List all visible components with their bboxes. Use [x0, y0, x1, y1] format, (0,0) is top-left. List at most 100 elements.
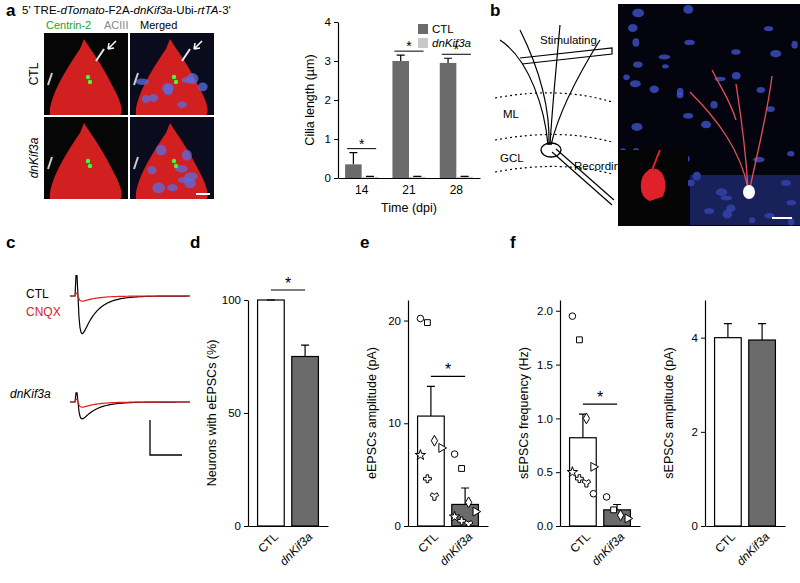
data-point — [439, 443, 447, 452]
y-tick: 4 — [325, 16, 338, 28]
x-tick-label: CTL — [415, 529, 441, 555]
y-axis-line — [338, 23, 339, 179]
decor-cilium — [48, 73, 52, 85]
centriole — [88, 80, 92, 84]
y-tick: 0.5 — [537, 466, 560, 478]
data-point — [625, 514, 633, 523]
dendrite — [736, 84, 748, 188]
data-point — [583, 413, 589, 424]
x-axis-line — [409, 526, 489, 527]
data-point — [567, 467, 577, 477]
x-axis-line — [561, 526, 641, 527]
error-bar — [301, 345, 309, 356]
nucleus — [167, 184, 177, 191]
gcl-band — [690, 175, 800, 225]
chart: 01234142128Cilia length (µm)Time (dpi)**… — [303, 16, 481, 215]
panel-letter: d — [190, 233, 200, 252]
schematic-label: GCL — [500, 152, 524, 164]
significance-label: * — [406, 38, 412, 54]
recording-pipette — [556, 149, 614, 200]
nucleus — [182, 150, 192, 161]
y-tick: 0 — [325, 172, 338, 184]
legend-swatch — [418, 38, 428, 48]
soma — [50, 123, 122, 199]
inset-soma — [642, 150, 665, 200]
y-tick-mark — [334, 22, 338, 23]
nucleus — [142, 95, 150, 103]
y-tick-mark — [404, 526, 408, 527]
y-axis-title: Neurons with eEPSCs (%) — [205, 340, 219, 487]
marks — [258, 300, 319, 526]
nucleus — [632, 9, 644, 18]
cilium — [182, 49, 190, 61]
y-tick-label: 2 — [692, 426, 698, 438]
y-tick: 2 — [325, 94, 338, 106]
micrograph — [130, 33, 214, 115]
y-tick-label: 50 — [228, 407, 241, 419]
error-bar — [461, 176, 469, 178]
nucleus — [753, 157, 765, 163]
y-tick-label: 3 — [325, 55, 331, 67]
data-point — [430, 493, 439, 500]
y-tick-mark — [556, 472, 560, 473]
nucleus — [630, 80, 641, 87]
y-axis: 01020 — [388, 301, 408, 533]
nucleus — [162, 83, 174, 93]
significance-label: * — [285, 275, 291, 292]
figure-svg: abcdef5' TRE-dTomato-F2A-dnKif3a-Ubi-rtT… — [0, 0, 800, 583]
data-point — [569, 313, 576, 320]
construct-part: -3' — [218, 4, 230, 16]
y-tick-label: 2.0 — [537, 305, 553, 317]
nucleus — [633, 61, 643, 67]
traces: CTLCNQXdnKif3a — [10, 276, 190, 455]
nucleus — [178, 177, 192, 183]
figure: abcdef5' TRE-dTomato-F2A-dnKif3a-Ubi-rtT… — [0, 0, 800, 583]
y-tick-label: 0 — [235, 520, 241, 532]
y-axis-line — [705, 301, 706, 527]
trace-dnkif3a — [70, 393, 190, 419]
data-point — [590, 490, 597, 497]
construct-label: 5' TRE-dTomato-F2A-dnKif3a-Ubi-rtTA-3' — [22, 4, 231, 16]
scale-bar — [196, 193, 210, 195]
y-axis-line — [560, 301, 561, 527]
error-bar — [349, 153, 357, 165]
chart: 01020CTLdnKif3aeEPSCs amplitude (pA)* — [365, 301, 489, 569]
data-point — [415, 450, 425, 460]
centriole — [172, 75, 176, 79]
x-tick-label: CTL — [255, 529, 281, 555]
trace-ctl — [70, 276, 190, 334]
error-bar — [427, 386, 435, 416]
legend: CTLdnKif3a — [418, 23, 471, 49]
marks — [415, 315, 481, 526]
construct-part: dnKif3a — [134, 4, 173, 16]
micrograph — [44, 33, 128, 115]
y-tick: 20 — [388, 315, 408, 327]
y-tick-label: 0 — [395, 520, 401, 532]
x-axis: 142128 — [339, 179, 481, 198]
bar — [258, 300, 285, 526]
decor-cilium — [134, 73, 138, 85]
nucleus — [632, 38, 639, 47]
data-point — [582, 480, 591, 487]
y-tick-label: 4 — [692, 332, 699, 344]
micrograph-bg — [130, 117, 214, 199]
bar — [345, 164, 362, 178]
bar — [418, 416, 445, 526]
y-tick: 4 — [692, 332, 705, 344]
error-bar — [724, 324, 732, 338]
y-tick: 0.0 — [537, 520, 560, 532]
x-tick: 21 — [402, 183, 416, 197]
trace-cnqx — [70, 293, 190, 301]
decor-cilium — [134, 157, 138, 169]
y-axis: 01234 — [325, 16, 339, 184]
y-axis-title: sEPSCs amplitude (pA) — [662, 347, 676, 478]
y-tick: 2 — [692, 426, 705, 438]
chart: 0.00.51.01.52.0CTLdnKif3asEPSCs frequenc… — [517, 301, 641, 569]
schematic: StimulatingMLGCLRecording — [495, 25, 626, 205]
nucleus — [149, 94, 158, 102]
micrograph-bg — [44, 117, 128, 199]
x-axis: CTLdnKif3a — [409, 527, 489, 569]
trace-label: dnKif3a — [10, 387, 51, 401]
bar — [362, 177, 379, 178]
nucleus — [177, 101, 187, 108]
